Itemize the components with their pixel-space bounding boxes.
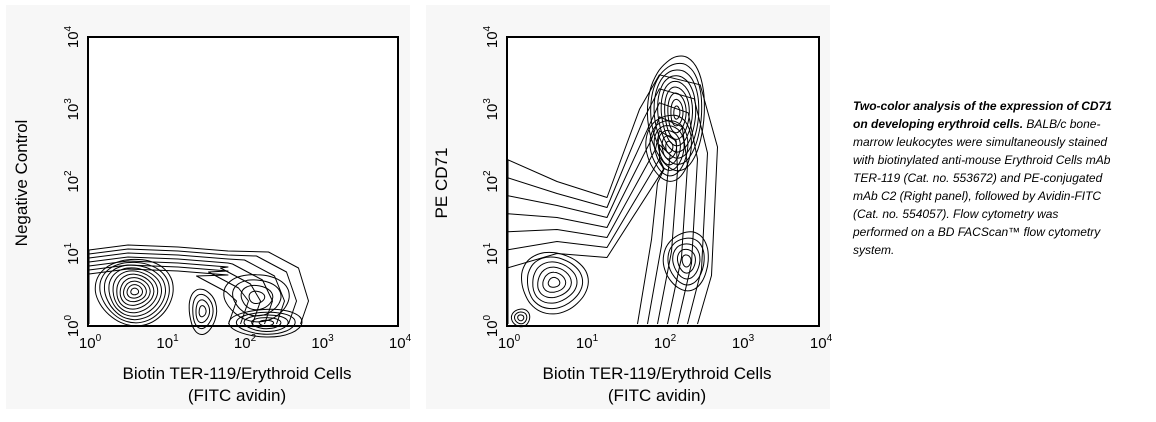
contour-population-a	[119, 277, 151, 306]
contour-population-d	[243, 314, 289, 332]
y-tick-label: 100	[63, 314, 82, 337]
x-tick-label: 101	[156, 333, 179, 352]
contour-population-a	[520, 251, 589, 315]
x-tick-label: 103	[311, 333, 334, 352]
right-plot-area	[507, 37, 819, 326]
contour-population-c	[645, 114, 692, 182]
contour-population-a	[130, 287, 140, 296]
left-panel-negative-control: 100 101 102 103 104 100 101 102 103 104 Biotin T…	[6, 5, 412, 409]
left-plot-frame	[87, 36, 399, 327]
figure-caption: Two-color analysis of the expression of …	[853, 97, 1113, 259]
contour-population-a	[526, 256, 584, 310]
contour-population-b	[673, 105, 681, 120]
contour-population-b	[646, 55, 705, 172]
left-contour-lines	[88, 244, 309, 338]
x-tick-label: 102	[654, 333, 677, 352]
contour-population-b	[667, 92, 687, 134]
contour-population-a	[542, 271, 567, 293]
right-plot-frame	[506, 36, 820, 327]
left-y-tick-labels: 100 101 102 103 104	[63, 25, 82, 337]
contour-population-a	[94, 258, 174, 327]
caption-body: BALB/c bone-marrow leukocytes were simul…	[853, 117, 1111, 257]
contour-population-a	[547, 276, 561, 288]
x-tick-label: 104	[810, 333, 833, 352]
contour-population-c	[649, 120, 689, 177]
right-x-axis-title-line2: (FITC avidin)	[608, 386, 706, 405]
contour-envelope	[88, 256, 273, 325]
right-x-axis-title: Biotin TER-119/Erythroid Cells	[543, 364, 772, 383]
contour-envelope	[507, 116, 688, 325]
x-tick-label: 101	[576, 333, 599, 352]
contour-population-d	[672, 243, 701, 280]
contour-population-b	[650, 62, 703, 165]
x-tick-label: 100	[498, 333, 521, 352]
contour-population-d	[681, 254, 692, 268]
contour-population-d	[676, 248, 696, 274]
contour-population-a	[103, 264, 167, 321]
caption-title: Two-color analysis of the expression of …	[853, 99, 1112, 131]
contour-population-e	[514, 311, 528, 325]
contour-population-d	[667, 237, 705, 286]
y-tick-label: 104	[482, 25, 501, 48]
y-tick-label: 104	[63, 25, 82, 48]
x-tick-label: 100	[79, 333, 102, 352]
right-contour-lines	[507, 55, 718, 328]
contour-population-b	[657, 75, 697, 153]
contour-population-a	[112, 270, 159, 314]
left-x-axis-title-line2: (FITC avidin)	[188, 386, 286, 405]
contour-population-c	[248, 290, 266, 305]
contour-population-a	[532, 261, 578, 304]
contour-population-d	[228, 308, 303, 338]
contour-population-b	[664, 86, 690, 140]
contour-population-a	[126, 284, 143, 299]
contour-envelope	[88, 260, 261, 325]
x-tick-label: 104	[389, 333, 412, 352]
contour-population-c	[661, 135, 678, 160]
left-x-axis-title: Biotin TER-119/Erythroid Cells	[123, 364, 352, 383]
x-tick-label: 102	[234, 333, 257, 352]
left-y-axis-title: Negative Control	[12, 120, 31, 247]
contour-envelope	[88, 244, 309, 325]
contour-population-d	[251, 317, 282, 330]
y-tick-label: 100	[482, 314, 501, 337]
contour-envelope	[507, 158, 665, 325]
left-plot-area	[88, 37, 398, 326]
y-tick-label: 102	[63, 170, 82, 193]
contour-envelope	[88, 264, 249, 325]
contour-population-d	[662, 231, 709, 292]
contour-population-a	[99, 261, 170, 324]
contour-population-b	[195, 299, 211, 324]
contour-population-c	[665, 140, 674, 154]
right-panel-pe-cd71: 100 101 102 103 104 100 101 102 103 104 Biotin T…	[426, 5, 833, 409]
y-tick-label: 103	[482, 98, 501, 121]
contour-envelope	[88, 252, 285, 325]
contour-envelope	[88, 248, 297, 325]
y-tick-label: 102	[482, 170, 501, 193]
contour-population-a	[537, 266, 572, 299]
contour-population-c	[657, 130, 681, 166]
contour-envelope	[507, 102, 698, 325]
contour-population-e	[517, 314, 525, 322]
right-x-tick-labels: 100 101 102 103 104	[498, 333, 833, 352]
y-tick-label: 101	[63, 242, 82, 265]
contour-population-c	[240, 284, 274, 311]
x-tick-label: 103	[732, 333, 755, 352]
charts-canvas: 100 101 102 103 104 100 101 102 103 104 Biotin T…	[6, 5, 833, 409]
contour-population-b	[198, 305, 207, 318]
contour-envelope	[507, 130, 678, 325]
contour-population-c	[653, 125, 685, 171]
left-x-tick-labels: 100 101 102 103 104	[79, 333, 412, 352]
contour-population-d	[235, 311, 296, 335]
right-y-tick-labels: 100 101 102 103 104	[482, 25, 501, 337]
y-tick-label: 103	[63, 98, 82, 121]
contour-envelope	[507, 88, 708, 325]
contour-population-a	[116, 273, 155, 310]
contour-population-a	[123, 280, 147, 303]
contour-population-a	[108, 267, 163, 317]
contour-population-b	[188, 288, 218, 336]
right-y-axis-title: PE CD71	[432, 148, 451, 219]
contour-population-c	[232, 279, 282, 317]
y-tick-label: 101	[482, 242, 501, 265]
